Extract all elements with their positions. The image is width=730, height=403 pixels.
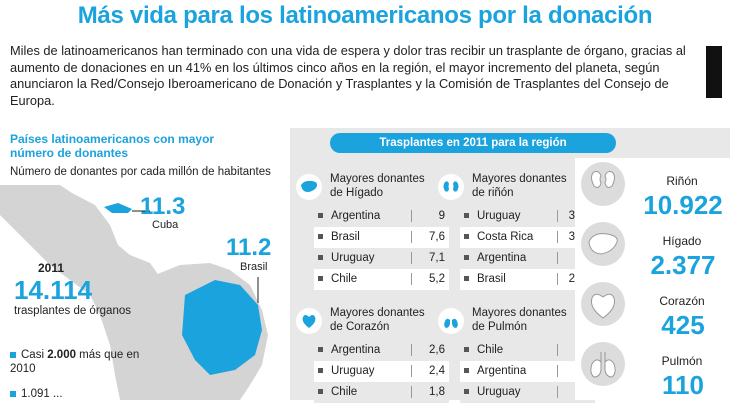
country-name: Uruguay <box>331 252 375 264</box>
row-marker <box>318 213 323 218</box>
left-heading: Países latinoamericanos con mayor número… <box>10 132 215 160</box>
table-row: Uruguay38,8 <box>460 206 595 227</box>
stat-label: Pulmón <box>661 354 703 368</box>
country-name: Costa Rica <box>477 231 534 243</box>
organ-stat: Riñón 10.922 <box>575 162 730 220</box>
country-name: Uruguay <box>477 386 521 398</box>
kidney-table-title: Mayores donantes de riñón <box>472 173 567 199</box>
donor-rate: 2,6 <box>411 344 449 356</box>
liver-icon <box>581 222 625 266</box>
donor-rate: 1,8 <box>411 386 449 398</box>
logo <box>706 46 722 98</box>
country-name: Argentina <box>477 252 527 264</box>
heart-icon <box>296 308 322 334</box>
table-row: Argentina 9 <box>314 206 449 227</box>
table-row: Brasil 7,6 <box>314 227 449 248</box>
donor-rate: 2,4 <box>411 365 449 377</box>
row-marker <box>464 276 469 281</box>
liver-table: Argentina 9 Brasil 7,6 Uruguay 7,1 Chile 5,2 <box>314 206 449 290</box>
stat-value: 10.922 <box>643 190 723 220</box>
organ-stat: Corazón 425 <box>575 282 730 340</box>
row-marker <box>464 347 469 352</box>
bullet-cutoff: 1.091 ... <box>10 388 140 400</box>
year-label: 2011 <box>38 261 65 275</box>
stat-label: Hígado <box>662 234 702 248</box>
country-name: Argentina <box>331 210 381 222</box>
stat-value: 425 <box>661 310 705 340</box>
country-name: Uruguay <box>477 210 521 222</box>
table-row: Argentina 2,6 <box>314 340 449 361</box>
row-marker <box>464 255 469 260</box>
heart-table-title: Mayores donantes de Corazón <box>330 307 425 333</box>
row-marker <box>318 255 323 260</box>
country-name: Chile <box>477 344 504 356</box>
country-name: Brasil <box>477 273 506 285</box>
stat-label: Riñón <box>666 174 698 188</box>
donor-rate: 5,2 <box>411 273 449 285</box>
country-name: Chile <box>331 386 358 398</box>
country-name: Chile <box>331 273 358 285</box>
lung-icon <box>581 342 625 386</box>
organ-stat: Pulmón 110 <box>575 342 730 400</box>
country-name: Uruguay <box>331 365 375 377</box>
liver-table-title: Mayores donantes de Hígado <box>330 173 425 199</box>
latin-america-map <box>0 185 268 400</box>
left-subheading: Número de donantes por cada millón de ha… <box>10 166 271 178</box>
kidney-icon <box>581 162 625 206</box>
total-label: trasplantes de órganos <box>14 305 131 317</box>
kidney-icon <box>438 174 464 200</box>
intro-text: Miles de latinoamericanos han terminado … <box>10 43 686 108</box>
country-name: Brasil <box>331 231 360 243</box>
page-title: Más vida para los latinoamericanos por l… <box>77 2 653 29</box>
donor-rate: 7,1 <box>411 252 449 264</box>
stat-value: 110 <box>662 370 704 400</box>
brasil-label: Brasil <box>240 261 268 273</box>
row-marker <box>318 347 323 352</box>
row-marker <box>464 368 469 373</box>
donor-rate: 7,6 <box>411 231 449 243</box>
organ-stat: Hígado 2.377 <box>575 222 730 280</box>
table-row: Chile 5,2 <box>314 269 449 290</box>
kidney-table: Uruguay38,8Costa Rica31,5Argentina27Bras… <box>460 206 595 290</box>
row-marker <box>318 368 323 373</box>
cuba-label: Cuba <box>152 219 179 231</box>
table-row: Chile 1,8 <box>314 382 449 403</box>
row-marker <box>318 234 323 239</box>
panel-header: Trasplantes en 2011 para la región <box>330 133 616 153</box>
table-row: Argentina0,6 <box>460 361 595 382</box>
bullet-marker <box>10 390 16 397</box>
row-marker <box>318 276 323 281</box>
heart-icon <box>581 282 625 326</box>
table-row: Uruguay 2,4 <box>314 361 449 382</box>
stat-value: 2.377 <box>650 250 716 280</box>
stat-label: Corazón <box>659 294 705 308</box>
row-marker <box>464 234 469 239</box>
total-transplants: 14.114 <box>14 275 93 305</box>
table-row: Uruguay 7,1 <box>314 248 449 269</box>
country-name: Argentina <box>331 344 381 356</box>
country-name: Argentina <box>477 365 527 377</box>
row-marker <box>464 389 469 394</box>
lung-icon <box>438 308 464 334</box>
row-marker <box>318 389 323 394</box>
donor-rate: 9 <box>411 210 449 222</box>
lung-table-title: Mayores donantes de Pulmón <box>472 307 567 333</box>
row-marker <box>464 213 469 218</box>
cuba-value: 11.3 <box>140 193 186 220</box>
bullet-increase: Casi 2.000 más que en 2010 <box>10 349 140 375</box>
bullet-marker <box>10 351 16 358</box>
heart-table: Argentina 2,6 Uruguay 2,4 Chile 1,8 <box>314 340 449 403</box>
brasil-value: 11.2 <box>226 234 272 261</box>
liver-icon <box>296 174 322 200</box>
